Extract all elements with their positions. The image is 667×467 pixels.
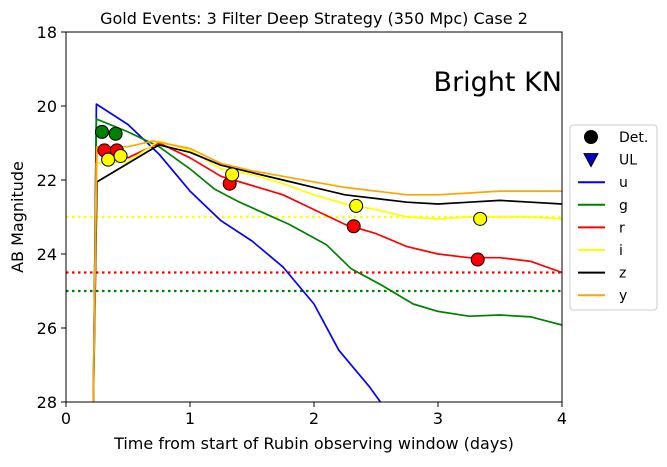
legend-label: z — [619, 266, 626, 282]
series-line-y — [92, 140, 562, 402]
x-axis-label: Time from start of Rubin observing windo… — [113, 434, 514, 453]
legend-marker-upper-limit — [583, 153, 599, 168]
y-tick-label: 18 — [37, 23, 57, 42]
series-line-r — [92, 142, 562, 402]
x-tick-label: 4 — [557, 409, 567, 428]
legend-entry-ul: UL — [583, 153, 637, 169]
legend-entry-i: i — [578, 243, 623, 259]
detection-point-i — [349, 198, 364, 213]
y-axis-label: AB Magnitude — [8, 161, 27, 273]
y-tick-label: 20 — [37, 97, 57, 116]
x-axis: 0 1 2 3 4 — [61, 402, 567, 428]
detection-points — [94, 124, 488, 267]
series-line-u — [92, 103, 382, 402]
legend-marker-detection — [584, 130, 598, 144]
detection-point-i — [101, 152, 116, 167]
x-tick-label: 2 — [309, 409, 319, 428]
legend-label: g — [619, 198, 628, 214]
y-axis: 18 20 22 24 26 28 — [37, 23, 66, 412]
detection-point-i — [113, 148, 128, 163]
legend-entry-g: g — [578, 198, 628, 214]
x-tick-label: 0 — [61, 409, 71, 428]
detection-point-r — [470, 252, 485, 267]
x-tick-label: 3 — [433, 409, 443, 428]
x-tick-label: 1 — [185, 409, 195, 428]
legend-label: y — [619, 288, 627, 304]
chart-annotation: Bright KN — [434, 67, 562, 98]
legend-entry-u: u — [578, 175, 628, 191]
y-tick-label: 26 — [37, 319, 57, 338]
legend-entry-r: r — [578, 220, 625, 236]
detection-point-i — [473, 211, 488, 226]
y-tick-label: 28 — [37, 393, 57, 412]
detection-point-g — [108, 126, 123, 141]
series-line-g — [92, 118, 562, 402]
chart-title: Gold Events: 3 Filter Deep Strategy (350… — [100, 9, 528, 28]
series-line-z — [92, 144, 562, 402]
y-tick-label: 24 — [37, 245, 57, 264]
legend-entry-det: Det. — [584, 130, 648, 146]
limit-lines — [66, 215, 562, 293]
legend-label: i — [619, 243, 623, 259]
legend-label: u — [619, 175, 628, 191]
legend-entry-z: z — [578, 266, 626, 282]
legend-label: Det. — [619, 130, 648, 146]
y-tick-label: 22 — [37, 171, 57, 190]
legend-frame — [569, 124, 658, 311]
detection-point-r — [346, 219, 361, 234]
detection-point-g — [94, 124, 109, 139]
plot-area — [66, 103, 562, 402]
detection-point-i — [225, 167, 240, 182]
legend-entry-y: y — [578, 288, 627, 304]
series-lines — [92, 103, 562, 402]
legend-label: UL — [619, 153, 637, 169]
legend-label: r — [619, 220, 625, 236]
